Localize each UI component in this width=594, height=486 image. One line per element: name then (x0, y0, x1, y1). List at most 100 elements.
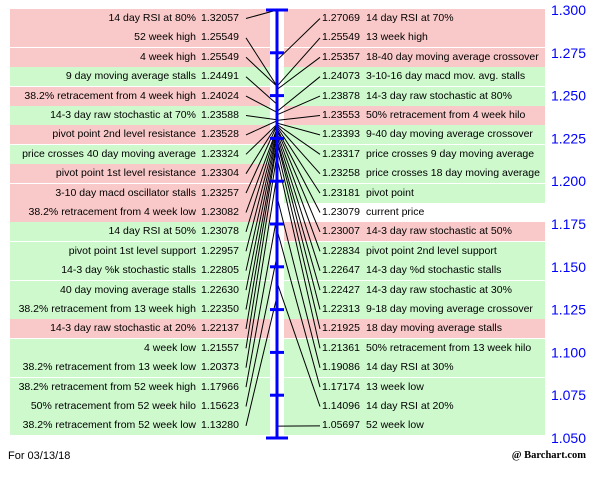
left-row-value: 1.23078 (201, 225, 239, 238)
left-row-value: 1.20373 (201, 361, 239, 374)
left-row-label: 38.2% retracement from 52 week high (18, 380, 196, 393)
left-row-value: 1.22957 (201, 244, 239, 257)
right-row: 1.27069 14 day RSI at 70% (284, 9, 545, 28)
right-row-label: 9-18 day moving average crossover (366, 303, 533, 315)
left-row-value: 1.22350 (201, 303, 239, 315)
left-row: 14 day RSI at 50% 1.23078 (10, 222, 270, 242)
left-row-label: 14 day RSI at 80% (108, 12, 196, 24)
right-row-value: 1.27069 (322, 12, 360, 24)
right-row-label: price crosses 18 day moving average (366, 167, 540, 180)
right-row-value: 1.23553 (322, 109, 360, 121)
left-row-value: 1.22137 (201, 322, 239, 335)
left-row-value: 1.32057 (201, 12, 239, 24)
left-row-value: 1.23588 (201, 109, 239, 121)
left-row-label: 38.2% retracement from 52 week low (22, 419, 196, 432)
right-row-value: 1.21925 (322, 322, 360, 335)
right-row: 1.22647 14-3 day %d stochastic stalls (284, 261, 545, 281)
right-row-value: 1.25549 (322, 31, 360, 44)
left-row: 40 day moving average stalls 1.22630 (10, 280, 270, 300)
left-row-label: pivot point 1st level support (68, 244, 196, 257)
left-row-label: 14-3 day raw stochastic at 70% (50, 109, 196, 121)
left-row: 38.2% retracement from 4 week high 1.2402… (10, 86, 270, 106)
left-row: 14-3 day raw stochastic at 70% 1.23588 (10, 106, 270, 125)
left-row-label: pivot point 2nd level resistance (52, 128, 196, 141)
left-row: pivot point 1st level support 1.22957 (10, 241, 270, 261)
left-row-value: 1.21557 (201, 341, 239, 354)
right-row-label: 14-3 day raw stochastic at 50% (366, 225, 512, 238)
right-row-label: 9-40 day moving average crossover (366, 128, 533, 141)
right-row-value: 1.24073 (322, 70, 360, 83)
left-row-value: 1.23304 (201, 167, 239, 180)
left-row-value: 1.23324 (201, 147, 239, 160)
left-row: 52 week high 1.25549 (10, 28, 270, 48)
right-row-value: 1.22647 (322, 264, 360, 277)
right-row: 1.23258 price crosses 18 day moving avera… (284, 164, 545, 184)
right-row: 1.19086 14 day RSI at 30% (284, 358, 545, 378)
right-row-value: 1.23079 (322, 206, 360, 218)
right-row: 1.23878 14-3 day raw stochastic at 80% (284, 86, 545, 106)
left-row-value: 1.25549 (201, 50, 239, 63)
left-row: 4 week high 1.25549 (10, 47, 270, 67)
left-row: 38.2% retracement from 4 week low 1.23082 (10, 203, 270, 222)
right-row: 1.21361 50% retracement from 13 week hilo (284, 338, 545, 358)
left-row-value: 1.23082 (201, 206, 239, 218)
left-row-value: 1.22630 (201, 283, 239, 296)
right-row-label: price crosses 9 day moving average (366, 147, 535, 160)
right-row: 1.22313 9-18 day moving average crossover (284, 300, 545, 319)
axis-tick-label: 1.150 (551, 259, 586, 275)
left-row-label: 38.2% retracement from 13 week high (18, 303, 196, 315)
left-row: pivot point 1st level resistance 1.23304 (10, 164, 270, 184)
left-row-label: 38.2% retracement from 4 week high (24, 89, 196, 102)
right-row: 1.23317 price crosses 9 day moving averag… (284, 144, 545, 164)
right-row-value: 1.23317 (322, 147, 360, 160)
axis-tick-label: 1.275 (551, 45, 586, 61)
right-row-value: 1.23258 (322, 167, 360, 180)
left-row-value: 1.17966 (201, 380, 239, 393)
right-row: 1.21925 18 day moving average stalls (284, 319, 545, 339)
left-row-label: 50% retracement from 52 week hilo (30, 400, 196, 412)
left-row: 9 day moving average stalls 1.24491 (10, 67, 270, 87)
right-row-value: 1.23878 (322, 89, 360, 102)
axis-tick-label: 1.050 (551, 430, 586, 446)
left-row-label: 38.2% retracement from 13 week low (22, 361, 196, 374)
left-row-label: 14 day RSI at 50% (108, 225, 196, 238)
right-row-label: 14 day RSI at 70% (366, 12, 454, 24)
axis-tick-label: 1.225 (551, 130, 586, 146)
left-row-label: 14-3 day raw stochastic at 20% (50, 322, 196, 335)
right-row-value: 1.17174 (322, 380, 360, 393)
right-row-label: pivot point (366, 186, 414, 199)
axis-tick-label: 1.300 (551, 2, 586, 18)
right-row-value: 1.22834 (322, 244, 360, 257)
right-row-label: 18 day moving average stalls (366, 322, 502, 335)
footer-date: For 03/13/18 (8, 450, 71, 462)
right-row-label: 50% retracement from 13 week hilo (366, 341, 532, 354)
right-row: 1.23181 pivot point (284, 183, 545, 203)
right-row-label: 52 week low (366, 419, 424, 432)
left-row: 3-10 day macd oscillator stalls 1.23257 (10, 183, 270, 203)
right-row-label: 14 day RSI at 20% (366, 400, 454, 412)
left-row-label: 3-10 day macd oscillator stalls (55, 186, 196, 199)
left-row-label: price crosses 40 day moving average (22, 147, 196, 160)
right-row-label: 50% retracement from 4 week hilo (366, 109, 526, 121)
left-row-value: 1.24024 (201, 89, 239, 102)
right-row-value: 1.22427 (322, 283, 360, 296)
footer-credit: @ Barchart.com (511, 450, 586, 461)
axis-tick-label: 1.125 (551, 302, 586, 318)
right-row: 1.22834 pivot point 2nd level support (284, 241, 545, 261)
axis-tick-label: 1.250 (551, 88, 586, 104)
left-row-value: 1.13280 (201, 419, 239, 432)
right-row-value: 1.22313 (322, 303, 360, 315)
left-row-label: 40 day moving average stalls (60, 283, 196, 296)
right-row-value: 1.23181 (322, 186, 360, 199)
left-row-value: 1.25549 (201, 31, 239, 44)
right-row-value: 1.14096 (322, 400, 360, 412)
right-row: 1.23553 50% retracement from 4 week hilo (284, 106, 545, 125)
right-row: 1.23007 14-3 day raw stochastic at 50% (284, 222, 545, 242)
left-row-label: 9 day moving average stalls (65, 70, 196, 83)
right-row-label: 14-3 day raw stochastic at 80% (366, 89, 512, 102)
right-row-label: 3-10-16 day macd mov. avg. stalls (366, 70, 526, 83)
right-row: 1.23393 9-40 day moving average crossover (284, 125, 545, 145)
right-row-label: pivot point 2nd level support (366, 244, 497, 257)
right-row-value: 1.21361 (322, 341, 360, 354)
